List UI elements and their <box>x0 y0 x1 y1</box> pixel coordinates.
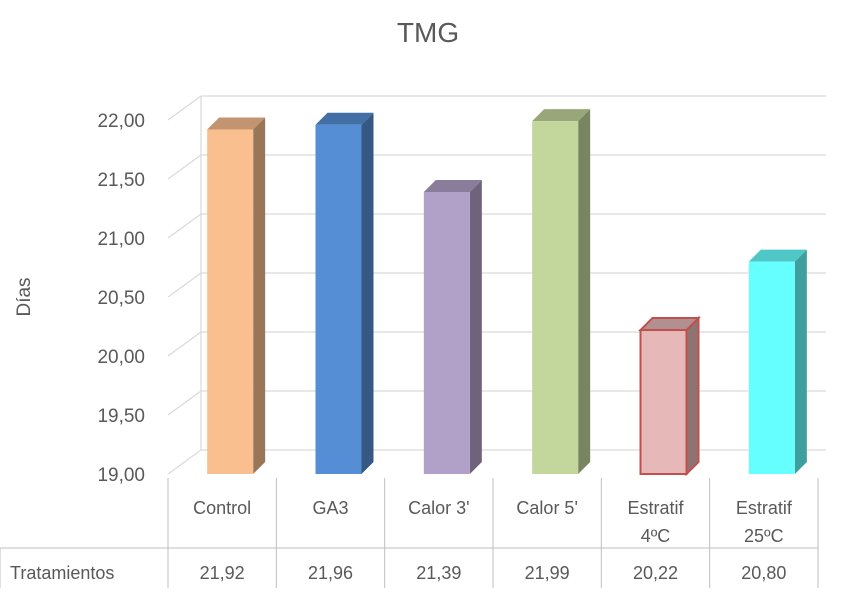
bar-front <box>639 329 688 476</box>
data-value-label: 20,80 <box>741 563 786 583</box>
bar-side <box>685 315 700 477</box>
bar-top <box>423 179 482 192</box>
y-tick-label: 20,00 <box>97 347 145 368</box>
grid-line-diagonal <box>167 390 202 416</box>
bar-front <box>315 124 362 474</box>
bar <box>532 109 591 475</box>
bar-top <box>315 112 374 125</box>
y-tick-label: 22,00 <box>97 111 145 132</box>
bar-top <box>532 109 591 122</box>
x-tick-label: 4ºC <box>641 526 671 546</box>
bar-side <box>361 112 374 474</box>
legend-series-name: Tratamientos <box>10 563 114 583</box>
bar-side <box>253 117 266 474</box>
bar-front <box>423 191 470 475</box>
bar-side <box>578 109 591 475</box>
bar-side <box>469 179 482 475</box>
y-axis-ticks: 19,00 19,50 20,00 20,50 21,00 21,50 22,00 <box>97 111 145 486</box>
bar-top <box>748 249 807 262</box>
grid-line-diagonal <box>167 272 202 298</box>
x-tick-label: Calor 5' <box>516 498 577 518</box>
x-tick-label: GA3 <box>312 498 348 518</box>
bar <box>748 249 807 474</box>
grid-line-diagonal <box>167 213 202 239</box>
bar <box>638 315 701 477</box>
grid-line-diagonal <box>167 449 202 475</box>
data-value-label: 21,92 <box>200 563 245 583</box>
chart-title: TMG <box>397 17 459 48</box>
bar-top <box>207 117 266 130</box>
x-tick-label: 25ºC <box>744 526 784 546</box>
y-tick-label: 20,50 <box>97 288 145 309</box>
x-tick-label: Calor 3' <box>408 498 469 518</box>
data-value-label: 21,96 <box>308 563 353 583</box>
bar <box>207 117 266 474</box>
x-tick-label: Estratif <box>627 498 684 518</box>
grid-line-diagonal <box>167 331 202 357</box>
y-tick-label: 21,50 <box>97 170 145 191</box>
grid-line-diagonal <box>167 154 202 180</box>
bar-front <box>748 261 795 474</box>
bar-side <box>794 249 807 474</box>
grid-line-diagonal <box>167 95 202 121</box>
data-table: Control GA3 Calor 3' Calor 5' Estratif 4ºC Est… <box>0 478 819 588</box>
grid-lines <box>167 95 826 475</box>
data-value-label: 21,99 <box>525 563 570 583</box>
bar-front <box>532 121 579 475</box>
data-value-label: 21,39 <box>416 563 461 583</box>
y-axis-label: Días <box>14 277 35 316</box>
y-tick-label: 21,00 <box>97 229 145 250</box>
x-tick-label: Control <box>193 498 251 518</box>
y-tick-label: 19,00 <box>97 465 145 486</box>
data-value-label: 20,22 <box>633 563 678 583</box>
bar <box>423 179 482 475</box>
y-tick-label: 19,50 <box>97 406 145 427</box>
x-tick-label: Estratif <box>736 498 793 518</box>
bar-front <box>207 129 254 474</box>
bar <box>315 112 374 474</box>
bars <box>207 109 807 477</box>
